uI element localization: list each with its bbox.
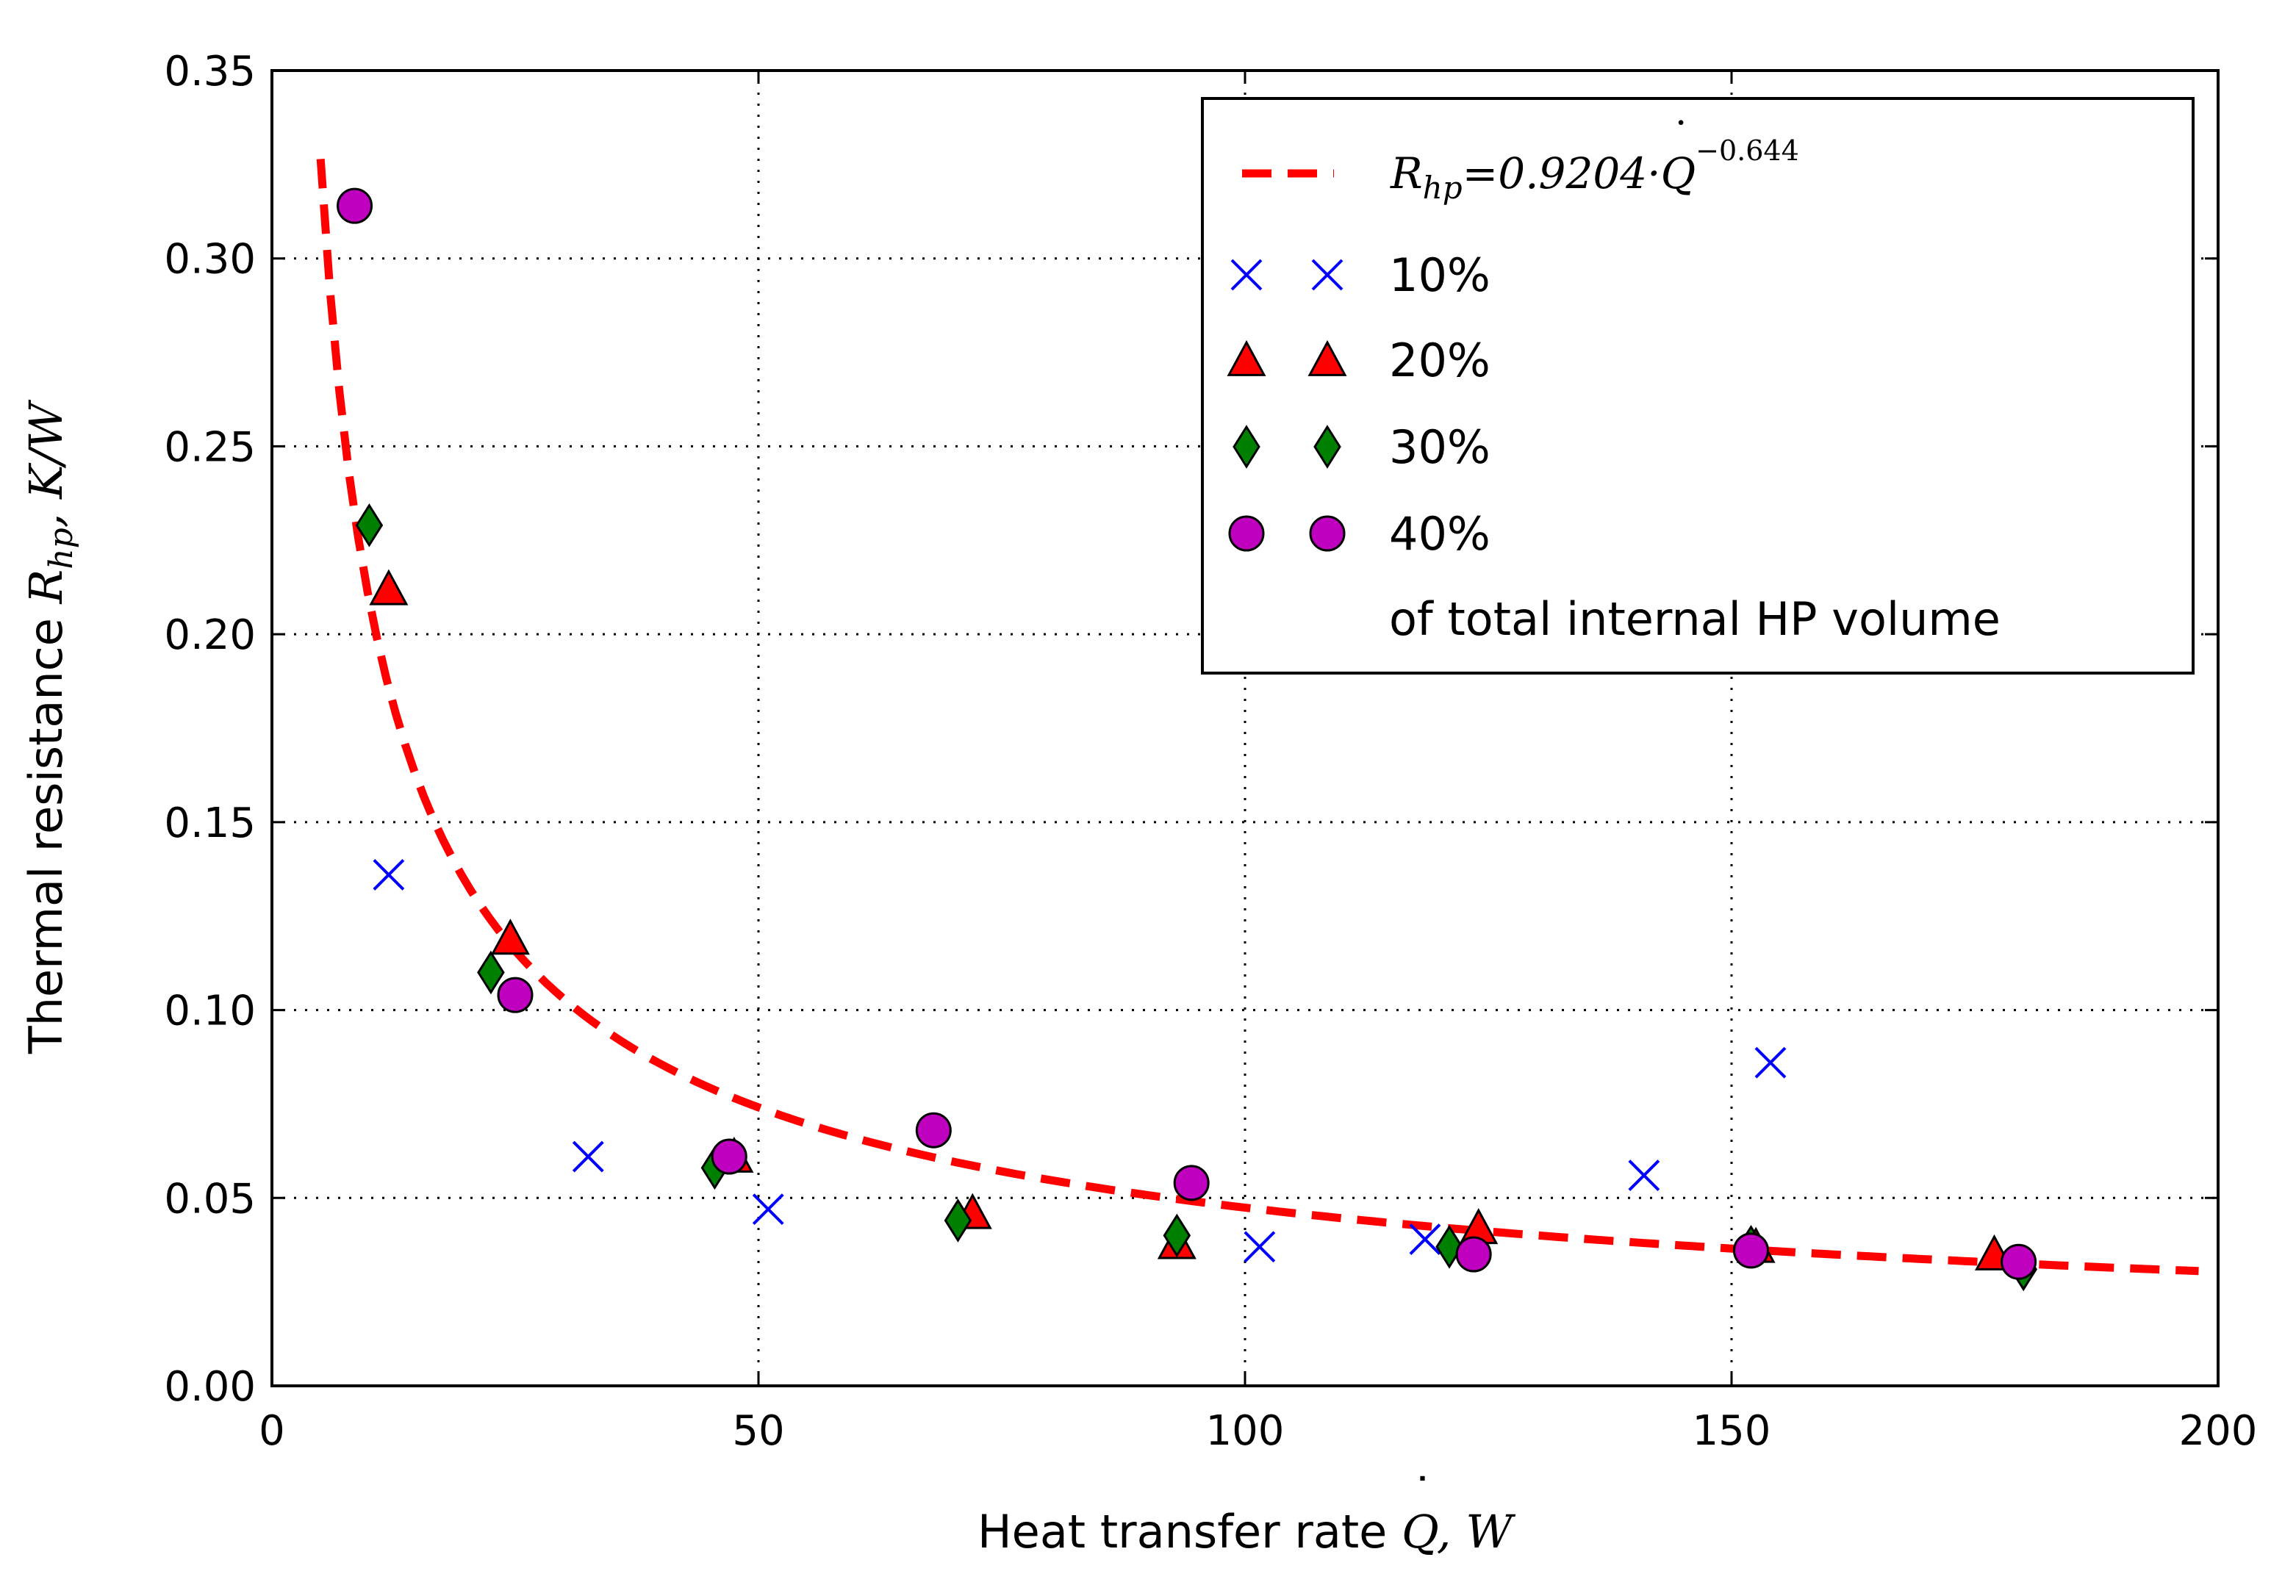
data-point (1173, 1165, 1210, 1201)
data-point (369, 569, 409, 605)
legend-fit-rhs: =0.9204·Q (1463, 148, 1696, 198)
data-point (2001, 1243, 2037, 1280)
y-axis-label-unit: , K/W (19, 400, 73, 528)
legend-box (1201, 97, 2195, 675)
data-point (373, 859, 405, 891)
data-point (944, 1198, 972, 1243)
x-axis-label-symbol: Q (1402, 1505, 1438, 1559)
data-point (572, 1140, 604, 1173)
data-point (1435, 1224, 1463, 1269)
legend-fit-lhs: R (1390, 148, 1423, 198)
data-point (355, 503, 384, 547)
series-20-percent (369, 569, 2014, 1270)
x-marker-stroke (752, 1193, 784, 1226)
data-point (1732, 1232, 1769, 1269)
data-point (1409, 1223, 1441, 1255)
legend: Rhp=0.9204·Q−0.644 ˙ 10% 20% 30% 40% of tot… (1201, 97, 2195, 675)
legend-label: 40% (1389, 507, 1490, 561)
x-marker-stroke (1409, 1223, 1441, 1255)
data-point (1628, 1160, 1660, 1192)
legend-note: of total internal HP volume (1389, 592, 2001, 646)
legend-label: 20% (1389, 334, 1490, 387)
series-10-percent (373, 859, 1787, 1263)
ticks: 0 50 100 150 200 0.00 0.05 0.10 0.15 0.20 0.25 0.30… (164, 48, 2257, 1455)
x-marker-stroke (572, 1140, 604, 1173)
x-marker-stroke (373, 859, 405, 891)
data-point (477, 950, 505, 995)
legend-marker (1227, 339, 1266, 376)
legend-marker (1307, 339, 1347, 376)
x-tick-label: 50 (732, 1407, 784, 1455)
y-tick-label: 0.20 (164, 611, 256, 659)
fit-curve-layer (316, 159, 2199, 1276)
data-point (1244, 1231, 1276, 1263)
data-point (337, 187, 373, 224)
y-tick-label: 0.15 (164, 799, 256, 847)
legend-fit-sub: hp (1423, 170, 1463, 206)
y-tick-label: 0.25 (164, 423, 256, 471)
x-marker-stroke (1244, 1231, 1276, 1263)
legend-item-10-percent: 10% (1230, 248, 1490, 302)
legend-marker (1230, 259, 1263, 291)
x-marker-stroke (1628, 1160, 1660, 1192)
x-axis-label-dot: ˙ (1411, 1468, 1434, 1522)
y-tick-label: 0.05 (164, 1175, 256, 1223)
legend-item-40-percent: 40% (1228, 507, 1490, 561)
y-tick-label: 0.30 (164, 236, 256, 284)
series-40-percent (337, 187, 2037, 1280)
data-point (915, 1112, 952, 1149)
legend-label: 30% (1389, 420, 1490, 474)
legend-marker (1309, 515, 1346, 552)
x-tick-label: 200 (2179, 1407, 2258, 1455)
y-axis-label-symbol: R (19, 569, 73, 605)
x-axis-label: Heat transfer rate Q, W (977, 1505, 1515, 1559)
y-axis-label-text: Thermal resistance (19, 603, 73, 1054)
data-point (490, 919, 530, 955)
y-axis-label: Thermal resistance Rhp, K/W (19, 400, 80, 1055)
y-tick-label: 0.00 (164, 1363, 256, 1411)
legend-series: 10% 20% 30% 40% (1227, 248, 1490, 561)
x-marker-stroke (1311, 259, 1343, 291)
x-tick-label: 100 (1206, 1407, 1285, 1455)
legend-marker (1313, 425, 1341, 469)
legend-marker (1311, 259, 1343, 291)
x-tick-label: 150 (1693, 1407, 1771, 1455)
data-point (752, 1193, 784, 1226)
y-tick-label: 0.10 (164, 988, 256, 1035)
y-axis-label-subscript: hp (43, 528, 80, 569)
data-point (497, 977, 534, 1013)
legend-fit-exp: −0.644 (1696, 134, 1799, 167)
y-tick-label: 0.35 (164, 48, 256, 96)
data-point (1455, 1236, 1492, 1273)
legend-marker (1228, 515, 1265, 552)
x-tick-label: 0 (259, 1407, 285, 1455)
data-point (711, 1138, 747, 1175)
x-marker-stroke (1230, 259, 1263, 291)
fit-curve (316, 159, 2199, 1276)
legend-marker (1233, 425, 1260, 469)
legend-fit-dot: ˙ (1671, 113, 1692, 163)
x-axis-label-unit: , W (1437, 1505, 1515, 1559)
legend-label: 10% (1389, 248, 1490, 302)
x-marker-stroke (1754, 1046, 1787, 1079)
data-point (1754, 1046, 1787, 1079)
legend-item-20-percent: 20% (1227, 334, 1490, 387)
points-layer (337, 187, 2037, 1292)
legend-item-30-percent: 30% (1233, 420, 1490, 474)
x-axis-label-text: Heat transfer rate (977, 1505, 1402, 1559)
legend-fit-label: Rhp=0.9204·Q−0.644 (1390, 134, 1799, 206)
data-point (1163, 1213, 1191, 1258)
